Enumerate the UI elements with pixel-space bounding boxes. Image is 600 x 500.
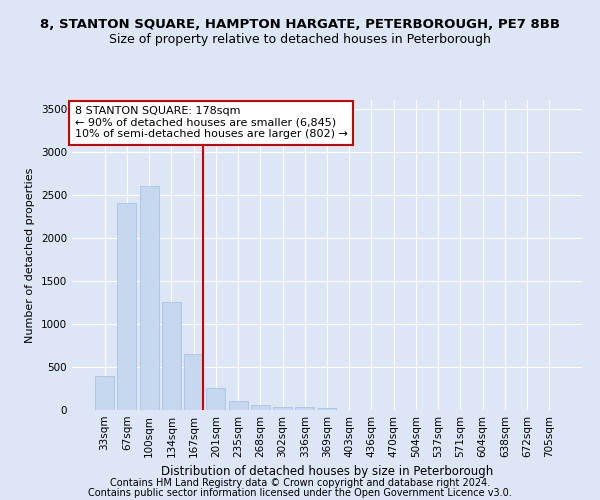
Bar — [95, 376, 114, 410]
Y-axis label: Number of detached properties: Number of detached properties — [25, 168, 35, 342]
Bar — [229, 402, 248, 410]
Text: Size of property relative to detached houses in Peterborough: Size of property relative to detached ho… — [109, 32, 491, 46]
Text: Contains HM Land Registry data © Crown copyright and database right 2024.: Contains HM Land Registry data © Crown c… — [110, 478, 490, 488]
Bar — [317, 408, 337, 410]
Text: 8, STANTON SQUARE, HAMPTON HARGATE, PETERBOROUGH, PE7 8BB: 8, STANTON SQUARE, HAMPTON HARGATE, PETE… — [40, 18, 560, 30]
Bar — [251, 406, 270, 410]
X-axis label: Distribution of detached houses by size in Peterborough: Distribution of detached houses by size … — [161, 466, 493, 478]
Bar — [273, 406, 292, 410]
Bar — [118, 204, 136, 410]
Bar — [162, 302, 181, 410]
Bar — [184, 354, 203, 410]
Bar — [295, 408, 314, 410]
Bar — [140, 186, 158, 410]
Bar — [206, 388, 225, 410]
Text: Contains public sector information licensed under the Open Government Licence v3: Contains public sector information licen… — [88, 488, 512, 498]
Text: 8 STANTON SQUARE: 178sqm
← 90% of detached houses are smaller (6,845)
10% of sem: 8 STANTON SQUARE: 178sqm ← 90% of detach… — [74, 106, 347, 140]
